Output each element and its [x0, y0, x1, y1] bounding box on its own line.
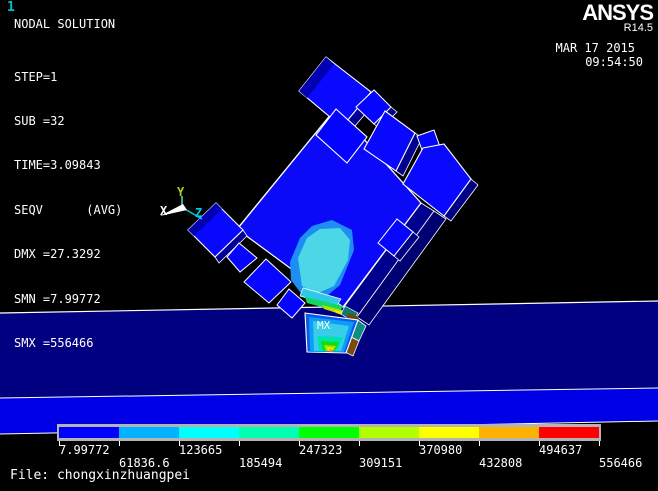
- max-stress-marker: MX: [317, 319, 331, 332]
- legend-segment: [419, 427, 479, 438]
- block-middle: [363, 110, 416, 172]
- legend-label: 123665: [179, 443, 223, 457]
- legend-tick: [239, 441, 240, 446]
- beam-mid-edge: [0, 387, 658, 399]
- legend-segment: [359, 427, 419, 438]
- legend-label: 494637: [539, 443, 583, 457]
- item-line: SEQV (AVG): [14, 202, 123, 217]
- smx-line: SMX =556466: [14, 335, 94, 350]
- legend-segment: [299, 427, 359, 438]
- legend-label: 370980: [419, 443, 463, 457]
- result-title: NODAL SOLUTION: [14, 17, 116, 31]
- legend-tick: [179, 441, 180, 446]
- legend-segment: [119, 427, 179, 438]
- triad-y-label: Y: [177, 185, 185, 199]
- legend-label: 7.99772: [59, 443, 110, 457]
- legend-label: 556466: [599, 456, 643, 470]
- time-line: TIME=3.09843: [14, 158, 101, 173]
- block-right: [402, 143, 472, 217]
- legend-segment: [239, 427, 299, 438]
- legend-segment: [179, 427, 239, 438]
- legend-tick: [59, 441, 60, 446]
- legend-label: 61836.6: [119, 456, 170, 470]
- plot-number: 1: [7, 0, 15, 15]
- legend-segment: [539, 427, 599, 438]
- triad-x-arrow: [160, 204, 187, 216]
- ansys-logo: ANSYS: [582, 0, 654, 25]
- legend-tick: [299, 441, 300, 446]
- triad: [160, 196, 203, 220]
- stress-legend-bar: [57, 424, 601, 441]
- legend-label: 185494: [239, 456, 283, 470]
- legend-segment: [59, 427, 119, 438]
- step-line: STEP=1: [14, 69, 58, 84]
- legend-tick: [479, 441, 480, 446]
- legend-label: 247323: [299, 443, 343, 457]
- legend-label: 432808: [479, 456, 523, 470]
- sub-line: SUB =32: [14, 113, 65, 128]
- legend-tick: [359, 441, 360, 446]
- model-assembly: [187, 56, 479, 357]
- legend-tick: [599, 441, 600, 446]
- legend-tick: [419, 441, 420, 446]
- file-status-line: File: chongxinzhuangpei: [10, 468, 191, 483]
- time-label: 09:54:50: [585, 55, 643, 69]
- triad-x-label: X: [160, 204, 168, 218]
- result-info-block: STEP=1 SUB =32 TIME=3.09843 SEQV (AVG) D…: [14, 40, 122, 380]
- stress-patch-core: [298, 228, 350, 294]
- legend-label: 309151: [359, 456, 403, 470]
- beam-flange-bright: [0, 388, 658, 434]
- date-label: MAR 17 2015: [555, 41, 635, 55]
- release-label: R14.5: [623, 22, 653, 34]
- triad-z-label: Z: [195, 206, 203, 220]
- legend-segment: [479, 427, 539, 438]
- legend-tick: [539, 441, 540, 446]
- dmx-line: DMX =27.3292: [14, 247, 101, 262]
- legend-tick: [119, 441, 120, 446]
- smn-line: SMN =7.99772: [14, 291, 101, 306]
